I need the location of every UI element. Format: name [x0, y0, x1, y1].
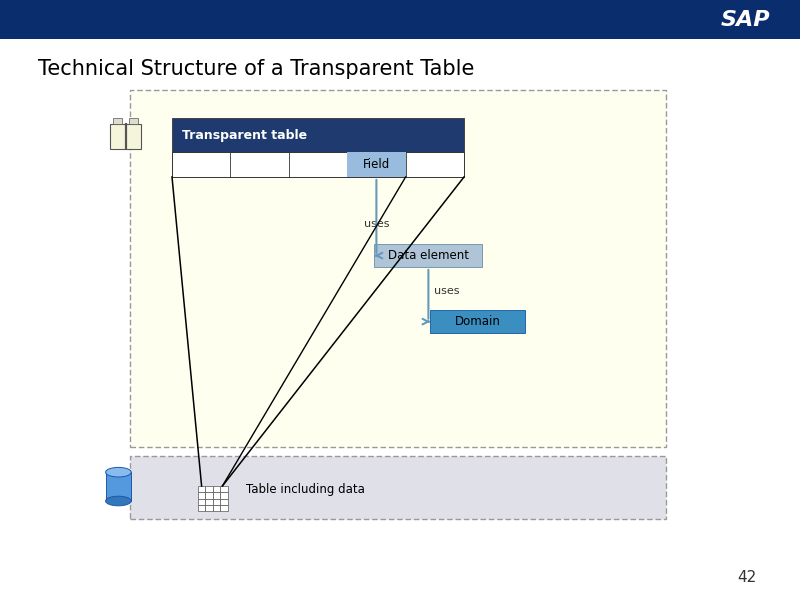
Bar [130, 90, 666, 447]
Text: Technical Structure of a Transparent Table: Technical Structure of a Transparent Tab… [38, 59, 474, 79]
Bar [130, 456, 666, 519]
Bar [198, 486, 205, 492]
Text: uses: uses [434, 286, 460, 296]
Text: Data element: Data element [388, 249, 469, 262]
Bar [220, 486, 228, 492]
Bar [129, 118, 138, 124]
Text: Domain: Domain [454, 315, 501, 328]
Bar [198, 505, 205, 511]
Bar [220, 499, 228, 505]
Bar [110, 124, 125, 149]
Bar [198, 499, 205, 505]
Text: uses: uses [364, 219, 390, 229]
Bar [213, 499, 221, 505]
Bar [213, 486, 221, 492]
Bar [198, 492, 205, 499]
Bar [220, 505, 228, 511]
Text: Transparent table: Transparent table [182, 129, 306, 142]
Text: SAP: SAP [721, 10, 770, 30]
Polygon shape [0, 0, 800, 39]
Ellipse shape [106, 467, 131, 477]
Bar [172, 118, 464, 153]
Bar [213, 492, 221, 499]
Bar [172, 152, 464, 177]
Bar [205, 492, 213, 499]
Bar [347, 152, 406, 177]
Text: 42: 42 [737, 570, 756, 584]
Bar [220, 492, 228, 499]
Bar [205, 505, 213, 511]
Bar [126, 124, 141, 149]
Bar [205, 499, 213, 505]
Bar [205, 486, 213, 492]
Text: Field: Field [362, 158, 390, 171]
Bar [113, 118, 122, 124]
Bar [213, 505, 221, 511]
Bar [430, 310, 525, 333]
Bar [374, 244, 482, 267]
Bar [106, 472, 131, 501]
Text: Table including data: Table including data [246, 482, 365, 496]
Ellipse shape [106, 496, 131, 506]
